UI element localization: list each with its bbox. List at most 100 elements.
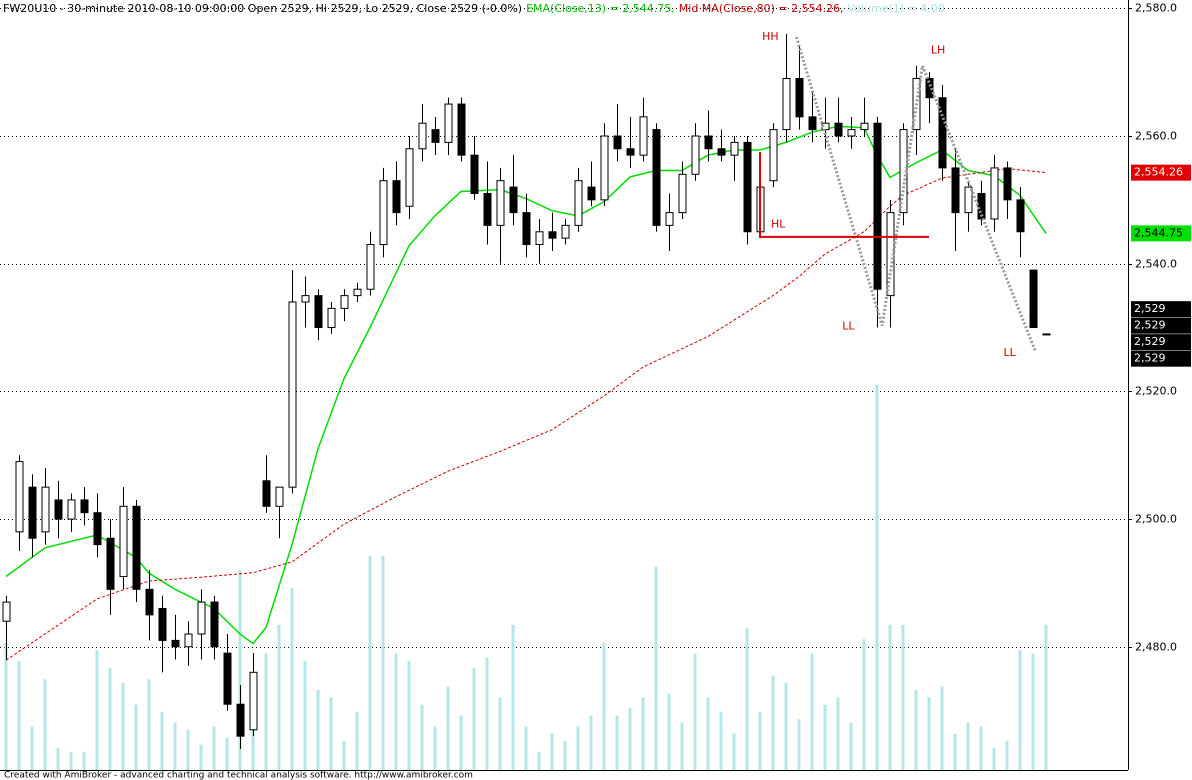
header-part: Mid MA(Close,80) = 2,554.26, [679, 2, 844, 15]
candle-body [1003, 167, 1012, 201]
volume-bar [30, 726, 34, 770]
candle-body [548, 231, 557, 239]
candle-body [379, 180, 388, 246]
candle-body [470, 154, 479, 194]
value-marker [1131, 164, 1191, 181]
candle-body [145, 588, 154, 616]
candle-body [80, 499, 89, 514]
volume-bar [940, 686, 944, 770]
candle-body [1042, 333, 1051, 336]
y-tick-label: 2,540.0 [1135, 258, 1177, 271]
volume-bar [524, 726, 528, 770]
candle-body [938, 97, 947, 169]
volume-bar [914, 690, 918, 770]
candle-body [860, 122, 869, 131]
volume-bar [173, 722, 177, 770]
volume-bar [836, 697, 840, 770]
volume-bar [758, 711, 762, 770]
candle-body [639, 116, 648, 156]
volume-bar [992, 748, 996, 770]
volume-bar [147, 679, 151, 770]
candle-body [132, 505, 141, 590]
candle-body [496, 180, 505, 226]
volume-bar [316, 690, 320, 770]
annotation: LL [842, 319, 855, 332]
value-marker-label: 2,544.75 [1134, 226, 1183, 239]
candle-body [925, 78, 934, 99]
candle-body [67, 499, 76, 520]
candle-body [704, 135, 713, 150]
candle-body [795, 78, 804, 118]
volume-bar [43, 679, 47, 770]
volume-bar [498, 697, 502, 770]
candle-body [353, 288, 362, 297]
y-tick-label: 2,500.0 [1135, 513, 1177, 526]
candle-body [54, 499, 63, 520]
volume-bar [368, 555, 372, 770]
candle-body [418, 122, 427, 150]
volume-bar [95, 650, 99, 770]
candle-body [262, 480, 271, 507]
header-part: EMA(Close,13) = 2,544.75, [526, 2, 675, 15]
candle-body [210, 601, 219, 648]
value-marker-label: 2,529 [1134, 319, 1166, 332]
volume-bar [290, 588, 294, 770]
candle-body [171, 639, 180, 648]
volume-bar [1031, 653, 1035, 770]
volume-bar [979, 726, 983, 770]
value-marker-label: 2,529 [1134, 352, 1166, 365]
indicator-line [5, 125, 1047, 645]
candle-body [236, 703, 245, 737]
volume-bar [927, 697, 931, 770]
volume-bar [225, 737, 229, 770]
candle-body [600, 135, 609, 201]
volume-bar [212, 726, 216, 770]
footer: Created with AmiBroker - advanced charti… [4, 771, 473, 780]
candle-body [275, 486, 284, 507]
volume-bar [485, 657, 489, 770]
volume-bar [420, 704, 424, 770]
candle-body [2, 601, 11, 622]
header: FW20U10 - 30-minute 2010-08-10 09:00:00 … [3, 2, 945, 15]
candle-body [431, 129, 440, 143]
volume-bar [355, 711, 359, 770]
volume-bar [433, 726, 437, 770]
volume-bar [589, 715, 593, 770]
volume-bar [719, 711, 723, 770]
volume-bar [186, 730, 190, 770]
volume-bar [875, 385, 879, 770]
volume-bar [303, 661, 307, 770]
volume-bar [784, 682, 788, 770]
candle-body [509, 186, 518, 214]
volume-bar [446, 686, 450, 770]
volume-bar [407, 661, 411, 770]
volume-bar [732, 733, 736, 770]
volume-bar [277, 624, 281, 770]
candle-body [743, 141, 752, 233]
candle-body [249, 671, 258, 731]
candle-body [1029, 269, 1038, 329]
volume-bar [56, 748, 60, 770]
value-marker-label: 2,529 [1134, 302, 1166, 315]
candle-body [444, 103, 453, 143]
volume-bar [82, 751, 86, 770]
volume-bar [121, 682, 125, 770]
value-marker [1131, 225, 1191, 242]
annotation: HL [771, 218, 786, 231]
volume-bar [823, 704, 827, 770]
volume-bar [953, 733, 957, 770]
annotation: LH [931, 43, 945, 56]
candle-body [847, 129, 856, 137]
value-marker [1131, 350, 1191, 367]
volume-bar [108, 668, 112, 770]
volume-bar [199, 744, 203, 770]
header-part: Volume(1) = 4.00 [848, 2, 945, 15]
volume-bar [1018, 650, 1022, 770]
candle-body [587, 186, 596, 201]
volume-bar [576, 726, 580, 770]
volume-bar [238, 570, 242, 770]
candle-body [119, 505, 128, 578]
candle-body [457, 103, 466, 156]
candle-body [652, 129, 661, 226]
